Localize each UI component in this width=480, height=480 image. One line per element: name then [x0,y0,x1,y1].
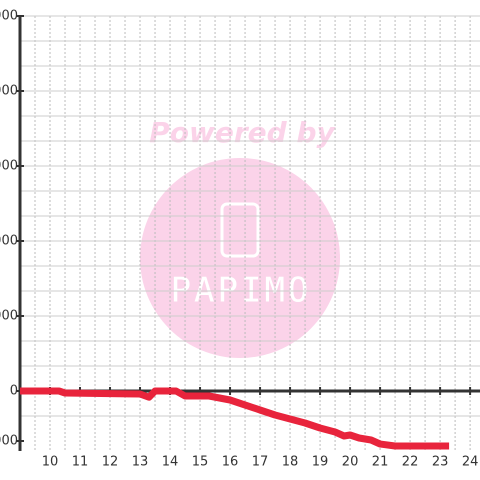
x-tick-label: 17 [252,455,269,470]
x-tick-label: 24 [462,455,479,470]
x-tick-label: 20 [342,455,359,470]
x-tick-label: 16 [222,455,239,470]
x-tick-label: 18 [282,455,299,470]
watermark-text: Powered by [149,116,336,149]
y-tick-label: 30,000 [0,309,18,324]
y-tick-label: 60,000 [0,234,18,249]
y-tick-label: 90,000 [0,159,18,174]
x-tick-label: 21 [372,455,389,470]
y-tick-label: -20,000 [0,434,18,449]
x-tick-label: 10 [42,455,59,470]
x-tick-label: 23 [432,455,449,470]
x-tick-label: 15 [192,455,209,470]
y-tick-label: 0 [10,384,18,399]
x-tick-label: 12 [102,455,119,470]
y-tick-label: 120,000 [0,84,18,99]
x-tick-label: 13 [132,455,149,470]
x-tick-label: 11 [72,455,89,470]
y-tick-label: 150,000 [0,9,18,24]
x-tick-label: 19 [312,455,329,470]
line [20,387,450,450]
x-tick-label: 14 [162,455,179,470]
watermark-icon [220,202,260,258]
x-tick-label: 22 [402,455,419,470]
